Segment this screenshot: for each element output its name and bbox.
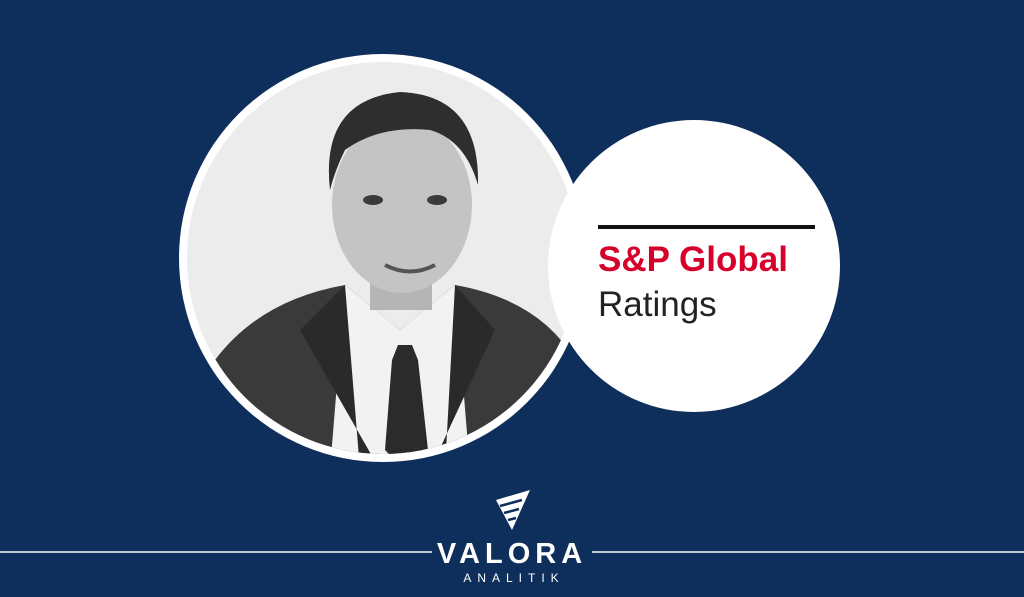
brand-name: VALORA	[437, 538, 587, 570]
logo-subtitle: Ratings	[598, 285, 717, 324]
logo-title: S&P Global	[598, 240, 788, 279]
portrait-photo	[187, 62, 579, 454]
logo-circle	[548, 120, 840, 412]
brand-icon	[496, 490, 530, 530]
logo-rule	[598, 225, 815, 229]
brand-tagline: ANALITIK	[463, 571, 564, 585]
